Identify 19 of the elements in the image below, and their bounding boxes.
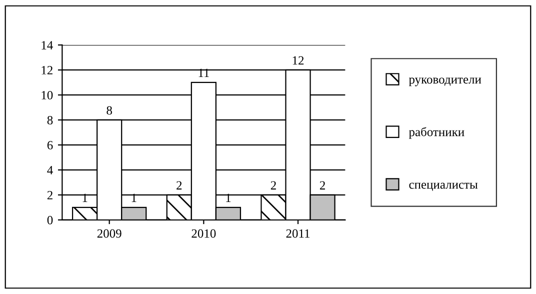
x-tick-label: 2011 [286, 229, 310, 238]
data-label: 12 [292, 56, 304, 65]
data-label: 2 [176, 181, 182, 190]
x-tick-label: 2010 [192, 229, 216, 238]
data-label: 2 [320, 181, 325, 190]
x-tick-label: 2009 [97, 229, 122, 238]
y-tick-label: 14 [42, 41, 53, 50]
y-tick-label: 0 [47, 216, 53, 224]
legend-label: работники [408, 127, 464, 139]
legend-label: специалисты [409, 182, 478, 192]
y-tick-label: 12 [42, 66, 52, 74]
data-label: 2 [270, 181, 276, 190]
y-tick-label: 8 [47, 116, 53, 124]
y-tick-label: 4 [47, 166, 53, 174]
legend-label: руководители [408, 78, 482, 86]
y-tick-label: 6 [47, 141, 53, 150]
data-label: 8 [106, 106, 112, 115]
y-tick-label: 2 [47, 190, 52, 200]
y-tick-label: 10 [42, 90, 53, 100]
